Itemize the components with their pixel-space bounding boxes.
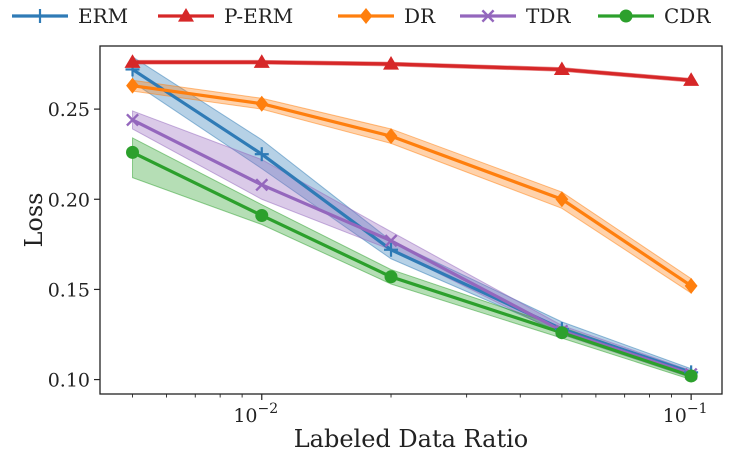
legend-marker [481, 9, 495, 23]
point-cdr [126, 145, 140, 159]
point-cdr [684, 369, 698, 383]
legend-label: ERM [78, 4, 128, 28]
legend-marker [33, 9, 47, 23]
legend-item-erm: ERM [12, 4, 128, 28]
point-tdr [126, 113, 139, 127]
x-axis-label: Labeled Data Ratio [294, 425, 529, 453]
point-erm [254, 147, 269, 162]
point-p-erm [553, 61, 570, 76]
y-tick-label: 0.10 [48, 370, 90, 392]
plot-frame [99, 45, 723, 395]
legend-label: P-ERM [224, 4, 293, 28]
point-dr [255, 95, 269, 112]
point-dr [555, 191, 569, 208]
point-p-erm [253, 54, 270, 68]
legend: ERM P-ERM DR TDR CDR [12, 4, 711, 28]
point-erm [384, 242, 399, 257]
point-p-erm [683, 72, 700, 86]
point-tdr [255, 178, 269, 192]
point-p-erm [124, 54, 141, 68]
point-cdr [255, 208, 269, 222]
y-tick-label: 0.20 [48, 189, 90, 211]
legend-marker [619, 9, 633, 23]
x-tick-label: 10−2 [233, 401, 278, 427]
y-tick-label: 0.25 [48, 99, 90, 121]
point-dr [126, 77, 139, 94]
x-tick-label: 10−1 [663, 401, 708, 427]
legend-item-dr: DR [338, 4, 436, 28]
legend-marker [178, 8, 194, 22]
legend-marker [359, 8, 373, 24]
legend-label: CDR [664, 4, 711, 28]
legend-label: DR [404, 4, 436, 28]
point-cdr [555, 326, 569, 340]
point-dr [384, 128, 398, 145]
y-tick-label: 0.15 [48, 279, 90, 301]
point-p-erm [383, 56, 400, 70]
y-axis-ticks: 0.10 0.15 0.20 0.25 [48, 99, 100, 392]
series-markers [124, 54, 700, 383]
point-cdr [384, 270, 398, 284]
series-lines [131, 60, 693, 378]
x-axis-ticks: 10−2 10−1 [132, 394, 708, 427]
confidence-bands [132, 55, 692, 381]
point-tdr [384, 234, 398, 248]
band-erm [132, 55, 692, 377]
legend-item-cdr: CDR [598, 4, 711, 28]
y-axis-label: Loss [20, 192, 48, 247]
point-dr [684, 277, 698, 294]
legend-item-tdr: TDR [460, 4, 571, 28]
legend-item-p-erm: P-ERM [158, 4, 293, 28]
legend-label: TDR [526, 4, 571, 28]
